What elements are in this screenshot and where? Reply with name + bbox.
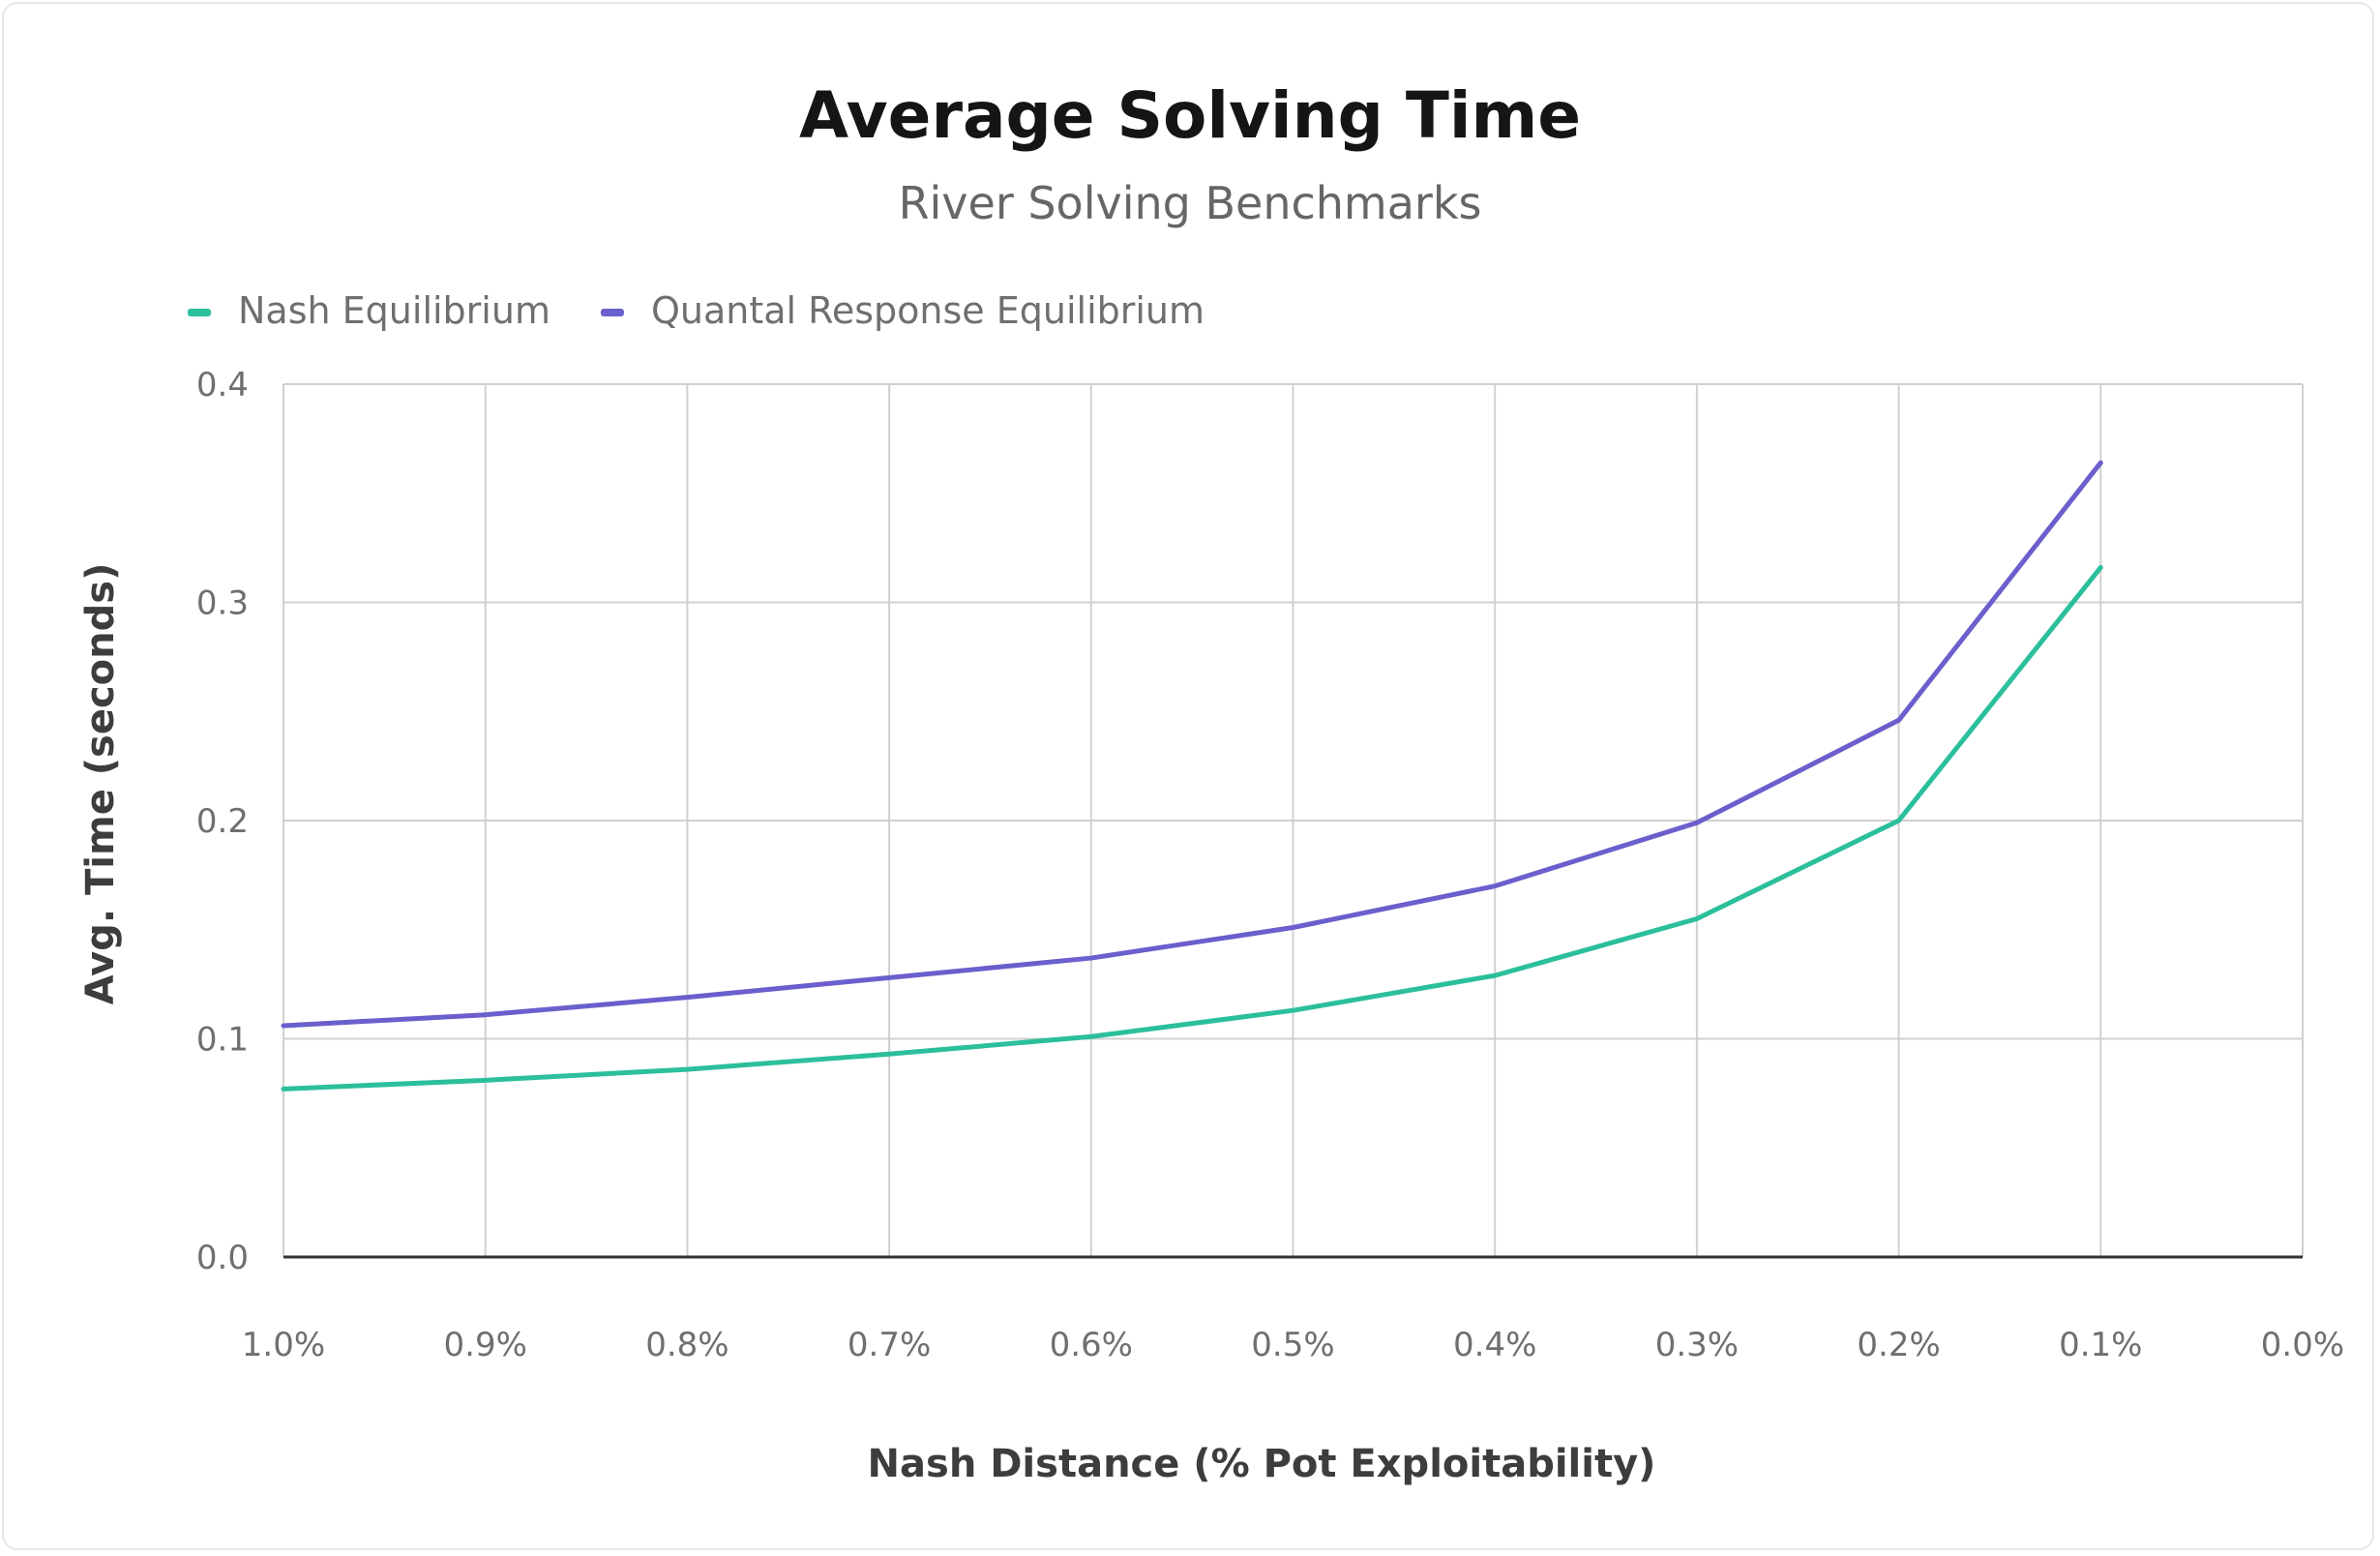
legend-swatch [188,309,211,316]
x-tick-label: 0.4% [1453,1326,1536,1364]
x-tick-label: 0.3% [1655,1326,1739,1364]
x-axis-label: Nash Distance (% Pot Exploitability) [868,1442,1656,1486]
y-axis-label: Avg. Time (seconds) [78,563,123,1005]
x-tick-label: 0.5% [1251,1326,1334,1364]
x-tick-label: 0.8% [645,1326,729,1364]
grid-lines [283,383,2304,1257]
y-tick-label: 0.1 [196,1021,249,1060]
x-tick-label: 0.0% [2261,1326,2344,1364]
chart-subtitle: River Solving Benchmarks [899,177,1482,229]
series-lines [281,460,2103,1092]
y-tick-label: 0.0 [196,1239,249,1277]
y-tick-labels: 0.0 0.1 0.2 0.3 0.4 [196,366,249,1277]
x-tick-labels: 1.0% 0.9% 0.8% 0.7% 0.6% 0.5% 0.4% 0.3% 0.2% 0.1%… [242,1326,2344,1364]
x-tick-label: 0.2% [1857,1326,1940,1364]
series-line [281,564,2103,1092]
x-tick-label: 0.9% [444,1326,527,1364]
series-line [281,460,2103,1029]
x-tick-label: 0.1% [2059,1326,2142,1364]
x-tick-label: 0.7% [848,1326,931,1364]
y-tick-label: 0.4 [196,366,249,404]
legend: Nash Equilibrium Quantal Response Equilib… [188,289,1205,332]
legend-label: Quantal Response Equilibrium [651,289,1205,332]
x-tick-label: 1.0% [242,1326,325,1364]
legend-label: Nash Equilibrium [238,289,550,332]
line-chart: Average Solving Time River Solving Bench… [78,78,2344,1486]
x-tick-label: 0.6% [1050,1326,1133,1364]
y-tick-label: 0.2 [196,802,249,841]
legend-swatch [600,309,624,316]
y-tick-label: 0.3 [196,584,249,623]
chart-title: Average Solving Time [799,78,1581,153]
